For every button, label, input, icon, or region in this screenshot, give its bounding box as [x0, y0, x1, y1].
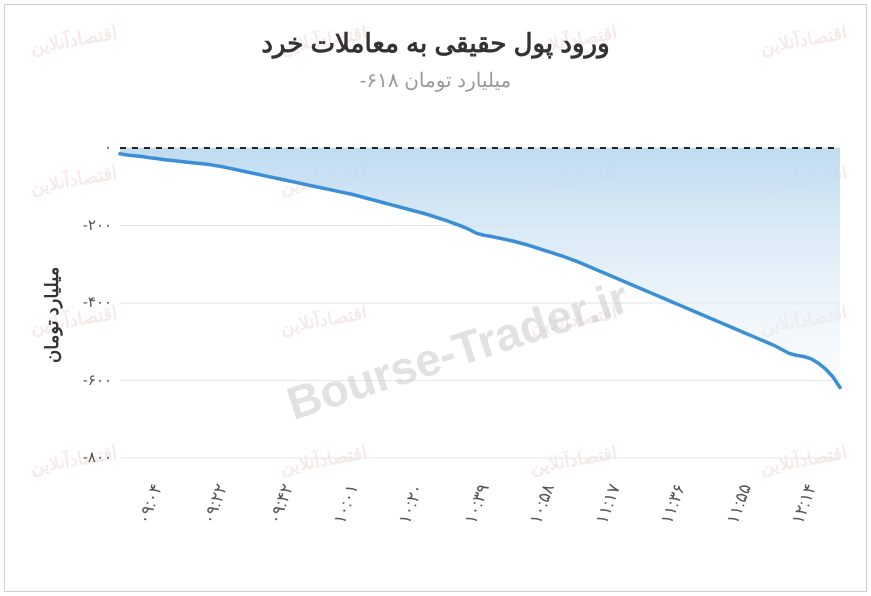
y-tick-label: -۲۰۰	[62, 216, 112, 234]
y-tick-label: -۴۰۰	[62, 293, 112, 311]
y-tick-label: -۶۰۰	[62, 371, 112, 389]
y-tick-label: ۰	[62, 138, 112, 156]
y-tick-label: -۸۰۰	[62, 448, 112, 466]
